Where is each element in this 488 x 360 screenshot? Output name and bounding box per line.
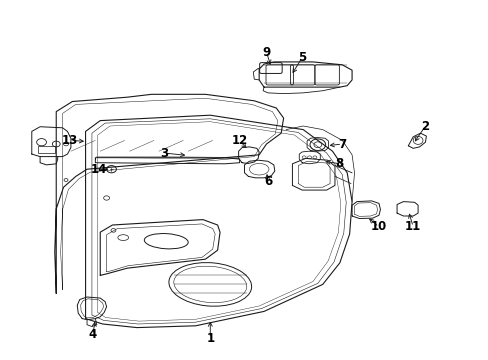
Text: 12: 12 (231, 134, 247, 147)
Text: 9: 9 (262, 46, 270, 59)
Text: 7: 7 (338, 138, 346, 150)
Text: 14: 14 (90, 163, 107, 176)
Text: 5: 5 (298, 51, 305, 64)
Text: 4: 4 (89, 328, 97, 341)
Text: 13: 13 (61, 134, 78, 147)
Text: 11: 11 (404, 220, 421, 233)
Text: 1: 1 (206, 332, 214, 345)
Bar (38, 146, 55, 153)
Text: 10: 10 (370, 220, 386, 233)
Text: 8: 8 (335, 157, 343, 170)
Text: 6: 6 (264, 175, 271, 188)
Text: 2: 2 (421, 120, 428, 132)
Text: 3: 3 (160, 147, 167, 159)
